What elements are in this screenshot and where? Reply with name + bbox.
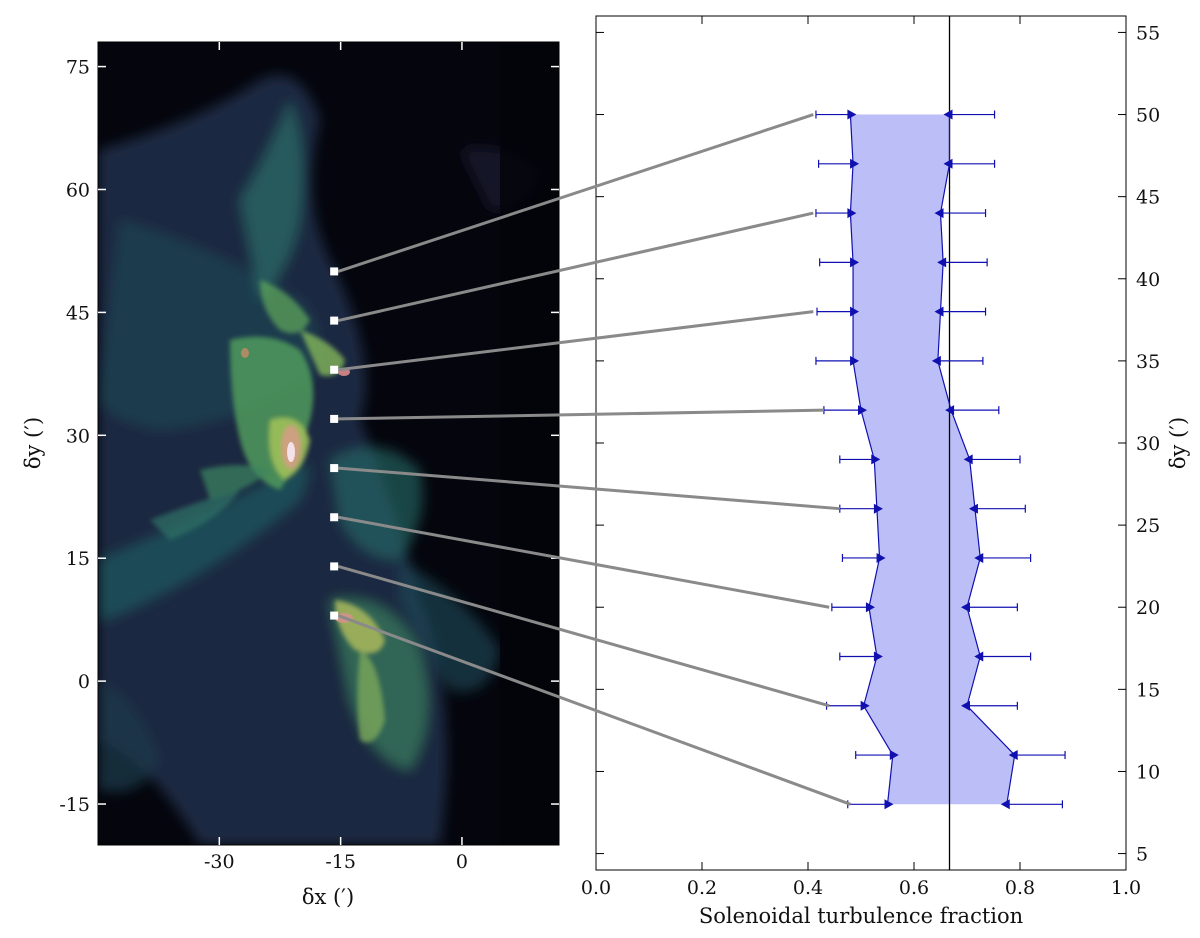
map-image [98, 42, 559, 845]
upper-bound-marker [1000, 799, 1010, 810]
plot-ytick-label: 30 [1136, 433, 1160, 455]
map-xlabel: δx (′) [302, 885, 354, 909]
connector-line [337, 310, 814, 372]
map-position-marker [330, 611, 339, 620]
upper-bound-marker [943, 109, 953, 120]
plot-xlabel: Solenoidal turbulence fraction [699, 904, 1023, 928]
map-ytick-label: 75 [66, 57, 90, 79]
upper-bound-marker [934, 306, 944, 317]
fraction-band-area [850, 114, 1015, 805]
connector-line [338, 408, 824, 421]
lower-bound-marker [871, 454, 881, 465]
upper-bound-marker [937, 257, 947, 268]
plot-ytick-label: 5 [1136, 844, 1148, 866]
lower-bound-marker [889, 750, 899, 761]
connector-line [337, 564, 830, 708]
map-ytick-label: 45 [66, 302, 90, 324]
column-density-map: -30 -15 0 75 60 45 30 15 0 -15 δx (′) δy (′) [21, 41, 560, 909]
lower-bound-marker [850, 306, 860, 317]
plot-xtick-label: 0.4 [793, 877, 823, 899]
map-xtick-label: -30 [204, 851, 235, 873]
plot-ytick-label: 55 [1136, 22, 1160, 44]
plot-ytick-label: 15 [1136, 679, 1160, 701]
upper-bound-marker [974, 552, 984, 563]
upper-bound-marker [963, 454, 973, 465]
plot-ylabel: δy (′) [1166, 417, 1190, 469]
plot-xtick-label: 0.8 [1005, 877, 1035, 899]
connector-line [337, 515, 830, 609]
lower-bound-marker [873, 651, 883, 662]
upper-bound-marker [961, 700, 970, 711]
plot-xtick-label: 0.2 [687, 877, 717, 899]
lower-bound-marker [847, 109, 857, 120]
upper-bound-marker [931, 355, 941, 366]
upper-bound-marker [968, 503, 978, 514]
data-markers [847, 109, 1018, 810]
plot-ytick-label: 50 [1136, 105, 1160, 127]
plot-ytick-label: 10 [1136, 761, 1160, 783]
upper-bound-marker [943, 158, 953, 169]
plot-xtick-label: 0.6 [899, 877, 929, 899]
turbulence-fraction-plot: 0.0 0.2 0.4 0.6 0.8 1.0510152025303540455055 … [581, 15, 1190, 928]
lower-bound-marker [858, 405, 867, 416]
plot-ticks [595, 16, 1127, 870]
plot-ytick-label: 35 [1136, 351, 1160, 373]
plot-ytick-label: 45 [1136, 187, 1160, 209]
map-ytick-label: 0 [78, 671, 90, 693]
map-ytick-label: 30 [66, 425, 90, 447]
map-position-marker [330, 316, 339, 325]
connector-line [337, 614, 851, 806]
connector-lines [337, 113, 851, 806]
plot-tick-labels: 0.0 0.2 0.4 0.6 0.8 1.0 5 10 15 20 25 30 35 40 45 50 55 [581, 22, 1160, 899]
map-position-marker [330, 464, 339, 473]
lower-bound-marker [847, 208, 857, 219]
lower-bound-marker [860, 700, 870, 711]
map-position-marker [330, 414, 339, 423]
map-position-marker [330, 513, 339, 522]
lower-bound-marker [884, 799, 894, 810]
error-bars [815, 110, 1066, 809]
lower-bound-marker [865, 602, 875, 613]
map-ylabel: δy (′) [21, 417, 45, 469]
upper-bound-marker [1008, 750, 1018, 761]
connector-line [337, 113, 814, 273]
upper-bound-marker [974, 651, 984, 662]
map-markers [330, 267, 339, 620]
map-xtick-label: -15 [325, 851, 356, 873]
lower-bound-marker [850, 257, 860, 268]
upper-bound-marker [945, 405, 955, 416]
map-position-marker [330, 365, 339, 374]
map-position-marker [330, 562, 339, 571]
lower-bound-marker [850, 158, 860, 169]
plot-xtick-label: 0.0 [581, 877, 611, 899]
lower-bound-marker [873, 503, 883, 514]
map-ytick-label: 15 [66, 548, 90, 570]
map-edge [500, 42, 559, 845]
map-position-marker [330, 267, 339, 276]
plot-xtick-label: 1.0 [1111, 877, 1141, 899]
plot-ytick-label: 20 [1136, 597, 1160, 619]
map-ytick-label: 60 [66, 179, 90, 201]
plot-ytick-label: 25 [1136, 515, 1160, 537]
upper-bound-marker [961, 602, 970, 613]
map-frame [97, 41, 560, 846]
lower-bound-marker [876, 552, 886, 563]
upper-bound-marker [934, 208, 944, 219]
map-ytick-label: -15 [59, 794, 90, 816]
lower-bound-marker [850, 355, 860, 366]
connector-line [337, 211, 814, 323]
connector-line [338, 466, 840, 511]
plot-ytick-label: 40 [1136, 269, 1160, 291]
map-xtick-label: 0 [456, 851, 468, 873]
map-tick-labels: -30 -15 0 75 60 45 30 15 0 -15 [59, 57, 468, 873]
fraction-band [850, 114, 1015, 805]
